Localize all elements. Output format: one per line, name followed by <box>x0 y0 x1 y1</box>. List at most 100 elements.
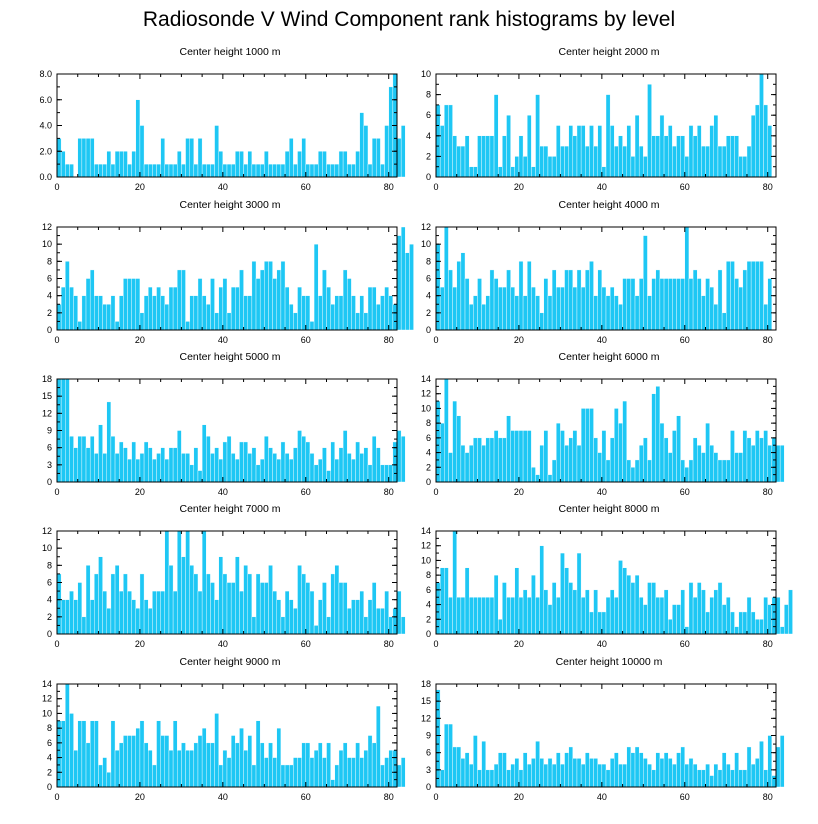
histogram-bar <box>293 312 298 331</box>
histogram-bar <box>56 138 62 178</box>
histogram-bar <box>255 163 261 178</box>
y-tick-label: 2 <box>426 614 431 624</box>
histogram-bar <box>692 763 698 788</box>
histogram-bar <box>139 125 145 178</box>
histogram-bar <box>535 295 540 331</box>
histogram-bar <box>272 453 277 483</box>
histogram-bar <box>280 163 286 178</box>
histogram-bar <box>647 84 652 178</box>
histogram-bar <box>502 582 507 635</box>
histogram-bar <box>460 252 466 331</box>
y-tick-label: 10 <box>421 403 431 413</box>
x-tick-label: 60 <box>680 792 690 802</box>
histogram-bar <box>676 415 681 483</box>
x-tick-label: 60 <box>301 639 311 649</box>
histogram-bar <box>268 742 273 788</box>
x-tick-label: 80 <box>384 335 394 345</box>
histogram-bar <box>643 758 648 788</box>
histogram-bar <box>247 735 253 788</box>
histogram-bar <box>576 125 582 178</box>
histogram-bar <box>164 735 170 788</box>
histogram-bar <box>293 163 298 178</box>
histogram-bar <box>272 278 277 331</box>
histogram-bar <box>655 752 661 788</box>
histogram-bar <box>239 269 244 331</box>
histogram-bar <box>131 735 136 788</box>
histogram-bar <box>543 589 549 635</box>
histogram-bar <box>322 757 327 788</box>
histogram-bar <box>139 453 145 483</box>
histogram-bar <box>551 156 557 178</box>
histogram-panel-8: Center height 8000 m 0 2 4 6 8 10 12 14 0 20 40 60 80 <box>379 503 793 655</box>
histogram-bar <box>351 295 356 331</box>
histogram-bar <box>276 599 282 635</box>
histogram-bar <box>110 295 116 331</box>
histogram-bar <box>297 565 302 635</box>
histogram-plot: 0 2 4 6 8 10 12 0 20 40 60 80 <box>42 526 406 649</box>
histogram-bar <box>152 295 157 331</box>
histogram-bar <box>297 286 302 331</box>
x-tick-label: 20 <box>135 335 145 345</box>
y-tick-label: 18 <box>421 679 431 689</box>
histogram-bar <box>597 269 603 331</box>
y-tick-label: 14 <box>42 679 52 689</box>
histogram-bar <box>634 114 640 178</box>
histogram-bar <box>259 269 265 331</box>
histogram-bar <box>123 151 128 178</box>
histogram-bar <box>259 582 265 635</box>
histogram-bar <box>181 742 186 788</box>
histogram-bar <box>185 750 190 788</box>
histogram-bar <box>775 445 781 483</box>
histogram-bar <box>556 286 561 331</box>
histogram-bar <box>94 453 99 483</box>
histogram-bar <box>452 135 457 178</box>
y-tick-label: 2.0 <box>39 146 52 156</box>
histogram-bar <box>409 243 414 331</box>
histogram-bar <box>510 286 515 331</box>
y-tick-label: 3 <box>426 765 431 775</box>
histogram-bar <box>464 752 470 788</box>
histogram-bar <box>65 378 70 483</box>
histogram-bar <box>726 763 731 788</box>
histogram-bar <box>309 453 315 483</box>
histogram-bar <box>280 616 286 635</box>
histogram-bar <box>750 611 756 635</box>
histogram-bar <box>143 295 149 331</box>
histogram-panel-10: Center height 10000 m 0 3 6 9 12 15 18 0 20 40 60 80 <box>379 656 785 808</box>
y-tick-label: 4 <box>426 600 431 610</box>
histogram-bar <box>539 545 545 635</box>
histogram-bar <box>709 597 715 635</box>
histogram-bar <box>168 286 174 331</box>
histogram-bar <box>456 746 462 788</box>
histogram-panel-5: Center height 5000 m 0 3 6 9 12 15 18 0 20 40 60 80 <box>0 351 406 503</box>
histogram-bar <box>139 573 145 635</box>
histogram-bar <box>185 321 190 331</box>
histogram-bar <box>230 286 236 331</box>
histogram-bar <box>334 163 340 178</box>
histogram-bar <box>767 278 773 331</box>
histogram-bar <box>351 599 356 635</box>
histogram-bar <box>688 459 694 483</box>
histogram-bar <box>730 611 735 635</box>
histogram-bar <box>326 616 331 635</box>
histogram-bar <box>701 589 706 635</box>
histogram-bar <box>318 458 323 483</box>
histogram-bar <box>609 286 615 331</box>
histogram-bar <box>214 312 219 331</box>
histogram-bar <box>535 741 540 788</box>
histogram-bar <box>172 720 178 788</box>
histogram-bar <box>309 321 315 331</box>
histogram-bar <box>676 604 681 635</box>
x-tick-label: 40 <box>597 487 607 497</box>
histogram-bar <box>69 590 74 635</box>
y-tick-label: 6 <box>47 578 52 588</box>
histogram-bar <box>210 453 215 483</box>
histogram-bar <box>448 104 453 178</box>
histogram-bar <box>193 742 199 788</box>
histogram-bar <box>444 226 449 331</box>
histogram-bar <box>477 437 482 483</box>
histogram-bar <box>177 269 182 331</box>
histogram-bar <box>502 135 507 178</box>
histogram-bar <box>218 764 224 788</box>
y-tick-label: 12 <box>42 526 52 536</box>
